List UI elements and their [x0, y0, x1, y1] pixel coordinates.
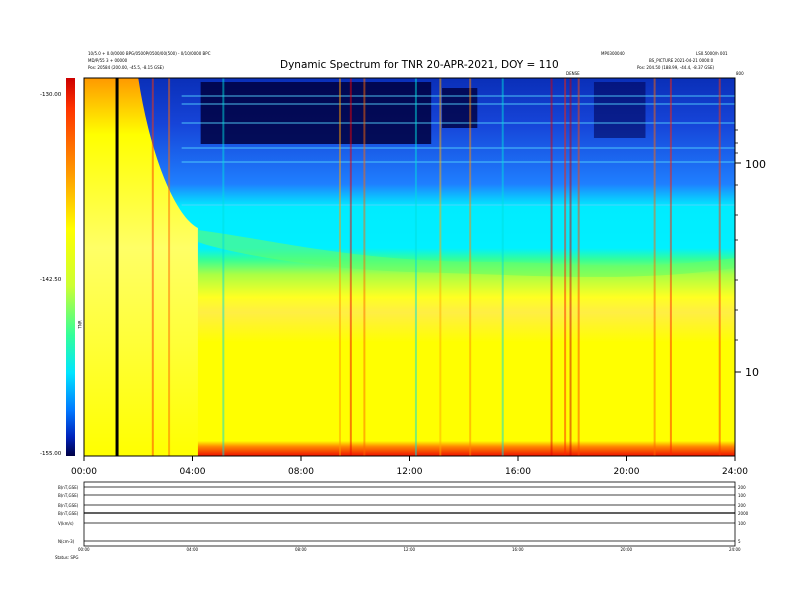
colorbar-tick-mid: -142.50 — [40, 277, 62, 283]
radio-burst — [363, 78, 366, 456]
radio-burst — [222, 78, 225, 456]
bottom-right-label: 5 — [738, 539, 741, 544]
radio-burst — [577, 78, 580, 456]
radio-burst — [439, 78, 442, 456]
chart-title: Dynamic Spectrum for TNR 20-APR-2021, DO… — [280, 59, 559, 71]
header-left-line1: 10/5.0 + 0.0/0000 BPG/0500P/0500/00(500)… — [88, 51, 211, 56]
radio-burst — [168, 78, 171, 456]
bottom-x-tick: 04:00 — [186, 547, 199, 552]
x-tick-label: 24:00 — [722, 467, 748, 477]
header-right-a: MP0300040 — [601, 51, 625, 56]
y-tick-100: 100 — [745, 158, 766, 171]
radio-burst — [569, 78, 572, 456]
marker-right: 800 — [736, 71, 744, 76]
radio-burst — [718, 78, 721, 456]
header-right-b: LS0.5000/h 001 — [696, 51, 728, 56]
radio-burst — [414, 78, 417, 456]
colorbar-tick-top: -130.00 — [40, 92, 62, 98]
x-tick-label: 08:00 — [288, 467, 314, 477]
bottom-left-label: N(cm-3) — [58, 539, 75, 544]
bottom-x-tick: 00:00 — [78, 547, 90, 552]
x-tick-label: 00:00 — [71, 467, 97, 477]
y-tick-10: 10 — [745, 366, 759, 379]
bottom-x-tick: 24:00 — [729, 547, 741, 552]
bottom-left-label: B(nT,GSE) — [58, 503, 79, 508]
bottom-x-tick: 08:00 — [295, 547, 307, 552]
radio-burst — [501, 78, 504, 456]
header-left-line3: Pos: 20584 (200.00, -45.5, -8.15 GSE) — [88, 65, 164, 70]
bottom-right-label: 100 — [738, 521, 746, 526]
radio-burst — [550, 78, 553, 456]
x-tick-label: 16:00 — [505, 467, 531, 477]
radio-burst — [338, 78, 341, 456]
radio-burst — [653, 78, 656, 456]
x-tick-label: 20:00 — [613, 467, 640, 477]
x-tick-label: 04:00 — [179, 467, 206, 477]
bottom-right-label: 200 — [738, 503, 746, 508]
bottom-x-tick: 16:00 — [512, 547, 524, 552]
bottom-left-label: B(nT,GSE) — [58, 493, 79, 498]
bottom-right-label: 200 — [738, 485, 746, 490]
radio-burst — [151, 78, 154, 456]
header-right-line3: Pos: 204.50 (188.99, -44.4, -8.37 GSE) — [637, 65, 715, 70]
radio-burst — [564, 78, 567, 456]
dark-band-block — [442, 88, 478, 128]
colorbar-tick-bottom: -155.00 — [40, 451, 62, 457]
bottom-right-label: 2000 — [738, 511, 749, 516]
marker-label: DENSE — [566, 71, 580, 76]
data-gap-line — [115, 78, 119, 456]
header-left-line2: MD/P/55 3 + 00000 — [88, 58, 128, 63]
header-right-line2: BS_PICTURE 2021-04-21 0000:0 — [649, 58, 714, 63]
status-label: Status: SPG — [55, 555, 79, 560]
bottom-left-label: B(nT,GSE) — [58, 485, 79, 490]
radio-burst — [349, 78, 352, 456]
bottom-left-label: B(nT,GSE) — [58, 511, 79, 516]
radio-burst — [469, 78, 472, 456]
bottom-right-label: 100 — [738, 493, 746, 498]
bottom-left-label: V(km/s) — [58, 521, 74, 526]
radio-burst — [669, 78, 672, 456]
bottom-x-tick: 12:00 — [403, 547, 416, 552]
bottom-x-tick: 20:00 — [620, 547, 633, 552]
plasma-line-band — [197, 230, 736, 277]
dark-band-block — [200, 82, 432, 144]
dark-band-block — [593, 82, 646, 138]
x-tick-label: 12:00 — [396, 467, 423, 477]
